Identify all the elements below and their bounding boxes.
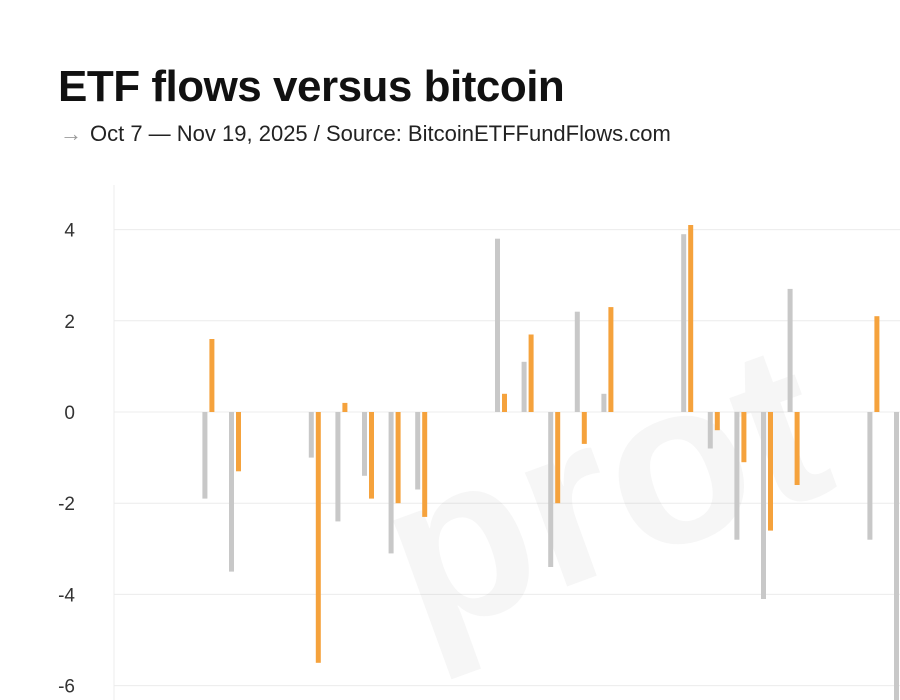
chart-title: ETF flows versus bitcoin <box>58 62 565 111</box>
right-arrow-icon: → <box>60 121 82 146</box>
etf-flow-bar <box>308 412 314 458</box>
etf-flow-bar <box>388 412 394 554</box>
etf-flow-bar <box>707 412 713 449</box>
bitcoin-bar <box>315 412 321 663</box>
y-tick-label: -6 <box>58 677 75 698</box>
etf-flow-bar <box>335 412 341 522</box>
etf-flow-bar <box>229 412 234 572</box>
bitcoin-bar <box>688 225 694 412</box>
etf-flow-bar <box>601 393 607 412</box>
etf-flow-bar <box>681 234 687 412</box>
bitcoin-bar <box>581 412 587 444</box>
etf-flow-bar <box>574 311 580 412</box>
bitcoin-bar <box>714 412 720 431</box>
etf-flow-bar <box>521 361 527 412</box>
bitcoin-bar <box>528 334 534 412</box>
chart-subtitle: → Oct 7 — Nov 19, 2025 / Source: Bitcoin… <box>60 121 671 147</box>
bitcoin-bar <box>794 412 800 485</box>
y-tick-label: 4 <box>64 221 75 242</box>
bitcoin-bar <box>502 393 507 412</box>
y-tick-label: -2 <box>58 494 75 515</box>
y-tick-label: 0 <box>64 403 75 424</box>
etf-flow-bar <box>202 412 208 499</box>
bitcoin-bar <box>395 412 401 504</box>
subtitle-text: Oct 7 — Nov 19, 2025 / Source: BitcoinET… <box>90 121 671 146</box>
bitcoin-bar <box>422 412 428 517</box>
bitcoin-bar <box>608 307 614 412</box>
etf-flow-bar <box>787 288 793 412</box>
bitcoin-bar <box>874 316 880 412</box>
bitcoin-bar <box>741 412 747 463</box>
etf-flow-bar <box>548 412 554 567</box>
y-tick-label: -4 <box>58 585 75 606</box>
etf-flow-bar <box>362 412 367 476</box>
etf-flow-bar <box>894 412 899 700</box>
bitcoin-bar <box>342 402 348 412</box>
etf-flow-bar <box>415 412 421 490</box>
bitcoin-bar <box>768 412 773 531</box>
y-tick-label: 2 <box>64 312 75 333</box>
etf-flow-bar <box>495 238 500 412</box>
y-axis-ticks: 4 2 0 -2 -4 -6 <box>58 221 75 698</box>
bitcoin-bar <box>369 412 374 499</box>
bitcoin-bar <box>236 412 241 472</box>
etf-flow-bar <box>867 412 873 540</box>
bars <box>202 225 899 700</box>
bitcoin-bar <box>555 412 561 504</box>
etf-flow-bar <box>761 412 766 599</box>
etf-flow-bar <box>734 412 740 540</box>
bitcoin-bar <box>209 339 215 412</box>
